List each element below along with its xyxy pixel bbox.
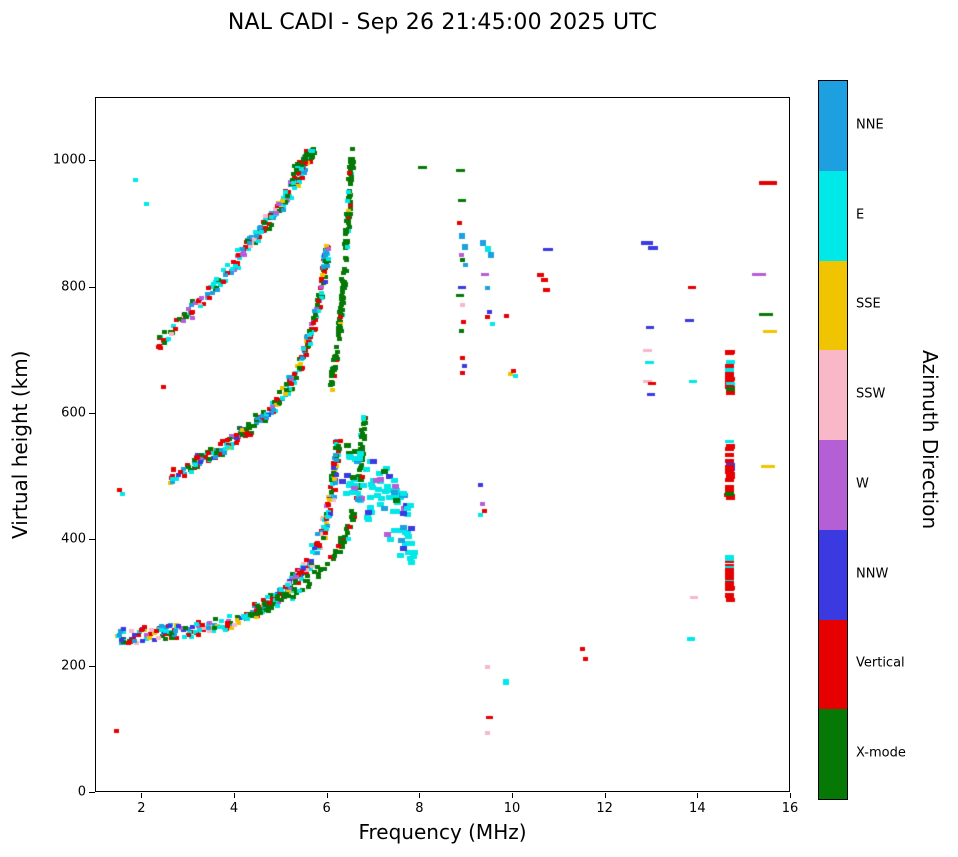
y-tick-label: 400 bbox=[61, 531, 86, 547]
colorbar-tick-label: W bbox=[856, 476, 869, 492]
colorbar-segment-x-mode bbox=[819, 709, 847, 799]
colorbar-segment-sse bbox=[819, 260, 847, 351]
scatter-canvas bbox=[96, 98, 791, 793]
y-tick-label: 200 bbox=[61, 658, 86, 674]
y-tick-mark bbox=[89, 665, 95, 667]
colorbar-tick-label: X-mode bbox=[856, 745, 906, 761]
colorbar-tick-label: SSE bbox=[856, 296, 881, 312]
x-tick-label: 6 bbox=[322, 801, 331, 816]
x-tick-label: 12 bbox=[596, 801, 613, 816]
y-tick-mark bbox=[89, 160, 95, 162]
x-tick-mark bbox=[141, 793, 143, 798]
colorbar-tick-label: Vertical bbox=[856, 655, 905, 671]
colorbar-segment-w bbox=[819, 440, 847, 530]
colorbar-tick-label: NNW bbox=[856, 566, 889, 582]
x-tick-mark bbox=[419, 793, 421, 798]
x-tick-label: 4 bbox=[229, 801, 239, 816]
x-axis-label: Frequency (MHz) bbox=[358, 820, 527, 844]
colorbar-segment-vertical bbox=[819, 619, 847, 710]
chart-title: NAL CADI - Sep 26 21:45:00 2025 UTC bbox=[227, 10, 658, 35]
y-tick-label: 0 bbox=[77, 784, 86, 800]
plot-area bbox=[95, 97, 791, 793]
x-tick-mark bbox=[326, 793, 328, 798]
colorbar-segment-nne bbox=[819, 81, 847, 171]
colorbar-tick-label: SSW bbox=[856, 386, 886, 402]
y-tick-mark bbox=[89, 539, 95, 541]
x-tick-label: 2 bbox=[137, 801, 146, 816]
x-tick-mark bbox=[604, 793, 606, 798]
y-tick-label: 800 bbox=[61, 279, 86, 295]
x-tick-mark bbox=[790, 793, 791, 798]
x-tick-label: 16 bbox=[781, 801, 799, 816]
y-tick-mark bbox=[89, 412, 95, 414]
colorbar-segment-e bbox=[819, 170, 847, 261]
x-tick-label: 8 bbox=[415, 801, 424, 816]
colorbar-label: Azimuth Direction bbox=[918, 350, 942, 530]
colorbar-segment-ssw bbox=[819, 350, 847, 440]
colorbar-tick-label: NNE bbox=[856, 117, 884, 133]
x-tick-label: 10 bbox=[503, 801, 521, 816]
colorbar-tick-label: E bbox=[856, 207, 865, 223]
x-tick-mark bbox=[512, 793, 513, 798]
colorbar bbox=[818, 80, 848, 800]
y-tick-mark bbox=[89, 286, 95, 288]
y-axis-label: Virtual height (km) bbox=[8, 350, 32, 539]
x-tick-mark bbox=[234, 793, 235, 798]
x-tick-mark bbox=[697, 793, 699, 798]
y-tick-mark bbox=[89, 792, 95, 793]
y-tick-label: 1000 bbox=[52, 152, 86, 168]
x-tick-label: 14 bbox=[689, 801, 706, 816]
y-tick-label: 600 bbox=[61, 405, 86, 421]
colorbar-segment-nnw bbox=[819, 529, 847, 620]
